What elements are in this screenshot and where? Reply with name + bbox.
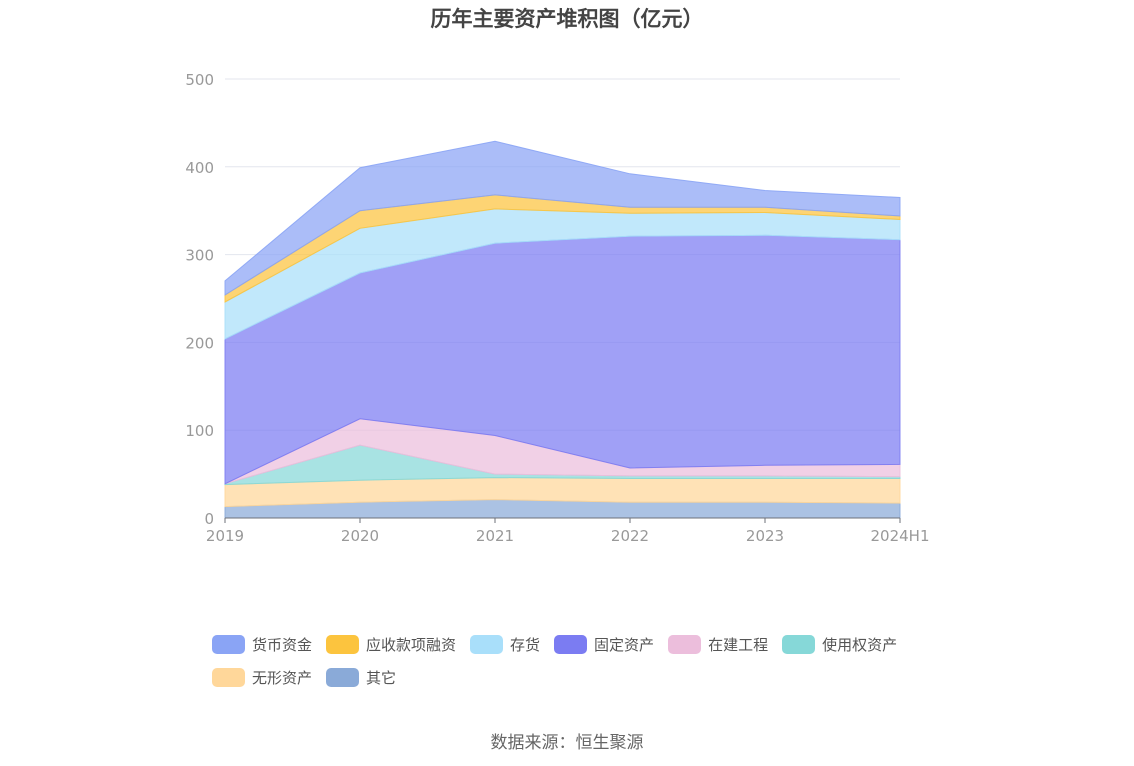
y-tick-label: 200 (185, 334, 214, 352)
legend-label: 在建工程 (708, 636, 769, 654)
legend-item[interactable]: 货币资金 (212, 634, 312, 655)
legend-label: 应收款项融资 (366, 636, 457, 654)
legend-item[interactable]: 无形资产 (212, 667, 312, 688)
legend-item[interactable]: 其它 (326, 667, 396, 688)
legend-label: 固定资产 (594, 636, 655, 654)
legend-label: 货币资金 (252, 636, 313, 654)
legend-item[interactable]: 存货 (470, 634, 540, 655)
y-tick-label: 500 (185, 71, 214, 89)
legend-label: 存货 (510, 636, 541, 654)
legend-label: 无形资产 (252, 669, 313, 687)
legend-item[interactable]: 在建工程 (668, 634, 768, 655)
area-series (224, 140, 901, 519)
x-tick-label: 2019 (206, 527, 244, 545)
legend-row: 无形资产 其它 (212, 661, 932, 694)
chart-title: 历年主要资产堆积图（亿元） (430, 7, 704, 31)
x-tick-label: 2021 (476, 527, 514, 545)
y-tick-label: 400 (185, 159, 214, 177)
legend-swatch (668, 635, 702, 654)
y-tick-label: 100 (185, 422, 214, 440)
legend-label: 其它 (366, 669, 397, 687)
axes: 0 100 200 300 400 500 2019 2020 2021 2022 2023 2024… (185, 71, 929, 545)
legend-item[interactable]: 固定资产 (554, 634, 654, 655)
legend: 货币资金 应收款项融资 存货 固定资产 在建工程 使用权资产无形资产 其它 (212, 628, 932, 694)
legend-row: 货币资金 应收款项融资 存货 固定资产 在建工程 使用权资产 (212, 628, 932, 661)
area-series-7 (224, 140, 901, 296)
legend-swatch (326, 668, 360, 687)
legend-item[interactable]: 应收款项融资 (326, 634, 456, 655)
x-tick-label: 2023 (746, 527, 784, 545)
legend-item[interactable]: 使用权资产 (782, 634, 897, 655)
x-tick-label: 2024H1 (871, 527, 930, 545)
legend-swatch (212, 668, 245, 687)
legend-swatch (554, 635, 588, 654)
legend-swatch (782, 635, 816, 654)
legend-swatch (212, 635, 245, 654)
x-tick-label: 2022 (611, 527, 649, 545)
stacked-area-chart: 0 100 200 300 400 500 2019 2020 2021 2022 2023 2024… (185, 71, 929, 545)
source-note: 数据来源：恒生聚源 (490, 733, 644, 753)
x-tick-label: 2020 (341, 527, 379, 545)
legend-swatch (470, 635, 504, 654)
legend-swatch (326, 635, 360, 654)
legend-label: 使用权资产 (822, 636, 898, 654)
y-tick-label: 0 (204, 510, 214, 528)
y-tick-label: 300 (185, 247, 214, 265)
